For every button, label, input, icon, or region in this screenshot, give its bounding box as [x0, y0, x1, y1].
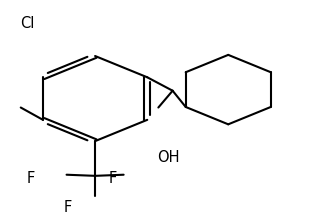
Text: F: F [64, 200, 72, 215]
Text: OH: OH [157, 151, 179, 165]
Text: F: F [27, 171, 35, 185]
Text: Cl: Cl [21, 16, 35, 31]
Text: F: F [108, 171, 117, 185]
